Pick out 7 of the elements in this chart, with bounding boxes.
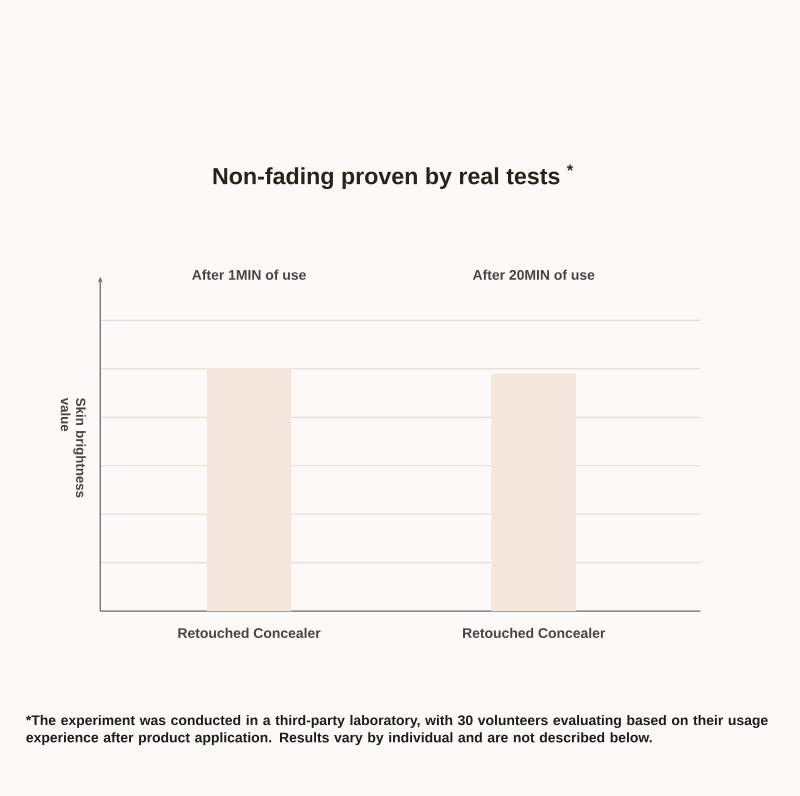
x-tick-label: Retouched Concealer (178, 628, 320, 638)
text: *The experiment was conducted in a third-party laboratory, with 30 volunteers evaluating based on their usage experience after product application. Results vary by individual and are not described below. (26, 714, 768, 746)
text: After 1MIN of use (192, 269, 306, 280)
chart-title: Non-fading proven by real tests $^{*}$ (214, 164, 574, 189)
x-tick-label: Retouched Concealer (463, 628, 606, 638)
y-axis-title: Skin brightness value (60, 398, 86, 498)
text: After 20MIN of use (472, 269, 594, 280)
